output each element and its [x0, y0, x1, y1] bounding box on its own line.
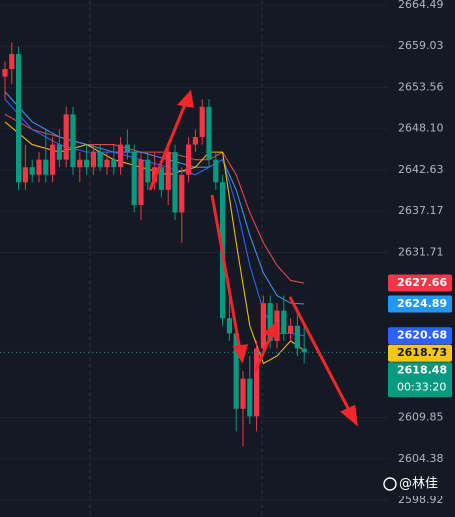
candle-body	[158, 167, 164, 190]
watermark: @林佳	[399, 477, 438, 492]
price-tag-label: 2618.73	[397, 346, 447, 359]
price-tag	[388, 344, 452, 362]
y-tick-label: 2664.49	[398, 0, 444, 11]
arrow-head	[340, 404, 358, 427]
candle-body	[22, 167, 28, 183]
candle-body	[77, 159, 83, 168]
candle-body	[213, 159, 219, 183]
y-tick-label: 2631.71	[398, 245, 444, 258]
candle-body	[206, 106, 212, 160]
arrow	[253, 332, 274, 373]
candle-body	[90, 152, 96, 168]
axis-labels: 2664.49 2659.03 2653.56 2648.10 2642.63 2637.…	[398, 0, 444, 506]
y-tick-label: 2637.17	[398, 204, 444, 217]
price-tag	[388, 362, 452, 398]
candle-body	[16, 53, 22, 183]
y-tick-label: 2598.92	[398, 493, 444, 506]
price-tag-label: 2620.68	[397, 329, 447, 342]
arrow-head	[177, 89, 194, 108]
candle-body	[43, 159, 49, 175]
y-tick-label: 2604.38	[398, 452, 444, 465]
candle-body	[111, 159, 117, 168]
price-tag	[388, 274, 452, 292]
candle-body	[2, 69, 8, 77]
candle-body	[124, 144, 130, 153]
price-tag-label: 2618.48	[397, 364, 447, 377]
candle-body	[131, 152, 137, 205]
candle-body	[70, 114, 76, 168]
candle-body	[145, 159, 151, 183]
countdown: 00:33:20	[397, 381, 446, 394]
arrow	[210, 194, 242, 351]
arrow	[288, 296, 352, 413]
candle-body	[84, 159, 90, 168]
y-tick-label: 2653.56	[398, 81, 444, 94]
arrow-head	[263, 320, 279, 340]
y-tick-label: 2609.85	[398, 410, 444, 423]
price-tags: 2627.66 2624.89 2620.68 2618.73 2618.48 00:33…	[388, 274, 452, 398]
price-tag-label: 2627.66	[397, 276, 447, 289]
candle-body	[192, 137, 198, 145]
price-tag	[388, 295, 452, 313]
candle-body	[36, 159, 42, 175]
arrow	[148, 101, 188, 191]
price-axis	[388, 0, 455, 517]
candle-body	[118, 144, 124, 168]
candle-body	[233, 333, 239, 409]
candle-body	[50, 144, 56, 175]
candle-body	[281, 310, 287, 334]
candle-body	[226, 318, 232, 334]
candle-body	[254, 348, 260, 417]
watermark-icon	[383, 477, 397, 491]
y-tick-label: 2659.03	[398, 39, 444, 52]
candle-body	[63, 114, 69, 160]
candle-body	[29, 167, 35, 175]
candle-body	[138, 159, 144, 205]
candle-body	[294, 325, 300, 349]
candle-body	[267, 303, 273, 341]
arrows	[148, 89, 358, 427]
y-tick-label: 2642.63	[398, 163, 444, 176]
arrow-head	[232, 344, 249, 364]
candle-body	[172, 152, 178, 213]
candle-body	[288, 325, 294, 334]
watermark-bg	[380, 476, 450, 496]
candle-body	[97, 152, 103, 168]
candle-body	[56, 144, 62, 160]
candle-body	[165, 152, 171, 190]
candle-body	[199, 106, 205, 138]
candle-body	[9, 53, 15, 70]
candle-body	[179, 174, 185, 213]
candle-body	[247, 378, 253, 417]
candle-body	[301, 348, 307, 353]
y-tick-label: 2648.10	[398, 122, 444, 135]
candle-body	[260, 303, 266, 349]
price-tag-label: 2624.89	[397, 297, 447, 310]
candle-body	[152, 167, 158, 183]
candle-body	[186, 144, 192, 175]
candle-body	[104, 159, 110, 168]
candle-body	[240, 378, 246, 409]
price-tag	[388, 327, 452, 345]
